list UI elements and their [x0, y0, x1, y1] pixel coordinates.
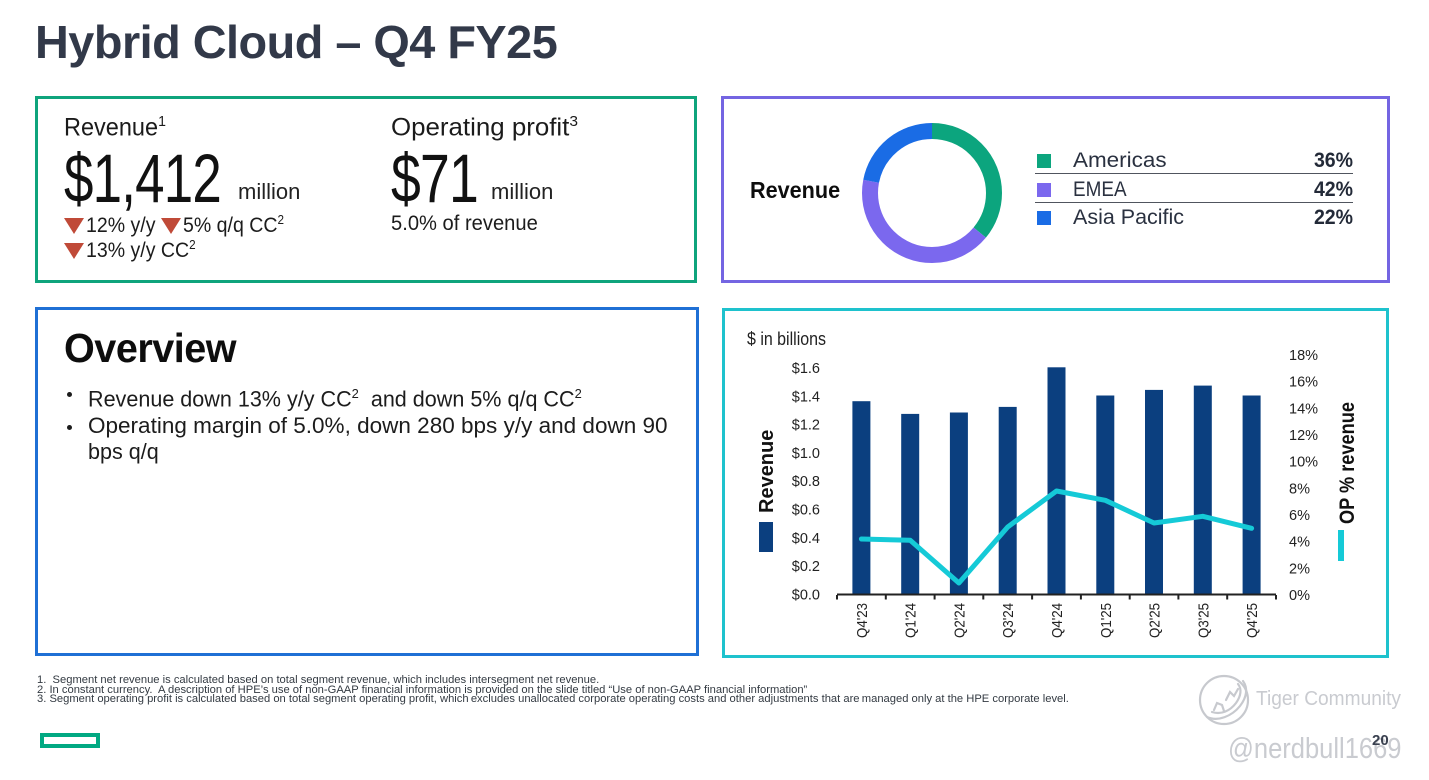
svg-text:12%: 12%	[1289, 428, 1318, 444]
svg-text:6%: 6%	[1289, 508, 1310, 524]
svg-text:$0.8: $0.8	[792, 474, 820, 490]
svg-text:Q3'25: Q3'25	[1195, 603, 1212, 638]
svg-text:$0.2: $0.2	[792, 559, 820, 575]
svg-text:Q4'23: Q4'23	[854, 603, 871, 638]
svg-text:8%: 8%	[1289, 481, 1310, 497]
svg-text:Q4'25: Q4'25	[1244, 603, 1261, 638]
svg-text:$0.6: $0.6	[792, 503, 820, 519]
svg-text:10%: 10%	[1289, 455, 1318, 471]
svg-text:Q4'24: Q4'24	[1049, 603, 1066, 638]
svg-text:14%: 14%	[1289, 401, 1318, 417]
svg-text:OP % revenue: OP % revenue	[1336, 402, 1359, 524]
svg-text:16%: 16%	[1289, 375, 1318, 391]
svg-text:$1.2: $1.2	[792, 418, 820, 434]
svg-text:Revenue: Revenue	[756, 430, 778, 513]
svg-text:Q1'24: Q1'24	[903, 603, 920, 638]
svg-text:Q2'24: Q2'24	[951, 603, 968, 638]
svg-text:2%: 2%	[1289, 561, 1310, 577]
svg-text:$1.6: $1.6	[792, 361, 820, 377]
svg-text:$0.4: $0.4	[792, 531, 820, 547]
svg-text:18%: 18%	[1289, 348, 1318, 364]
svg-text:4%: 4%	[1289, 535, 1310, 551]
svg-text:$1.4: $1.4	[792, 389, 820, 405]
svg-text:Q1'25: Q1'25	[1098, 603, 1115, 638]
svg-text:$ in billions: $ in billions	[747, 329, 826, 349]
svg-text:Q3'24: Q3'24	[1000, 603, 1017, 638]
svg-text:$1.0: $1.0	[792, 446, 820, 462]
svg-text:Q2'25: Q2'25	[1147, 603, 1164, 638]
svg-text:0%: 0%	[1289, 588, 1310, 604]
svg-text:$0.0: $0.0	[792, 588, 820, 604]
